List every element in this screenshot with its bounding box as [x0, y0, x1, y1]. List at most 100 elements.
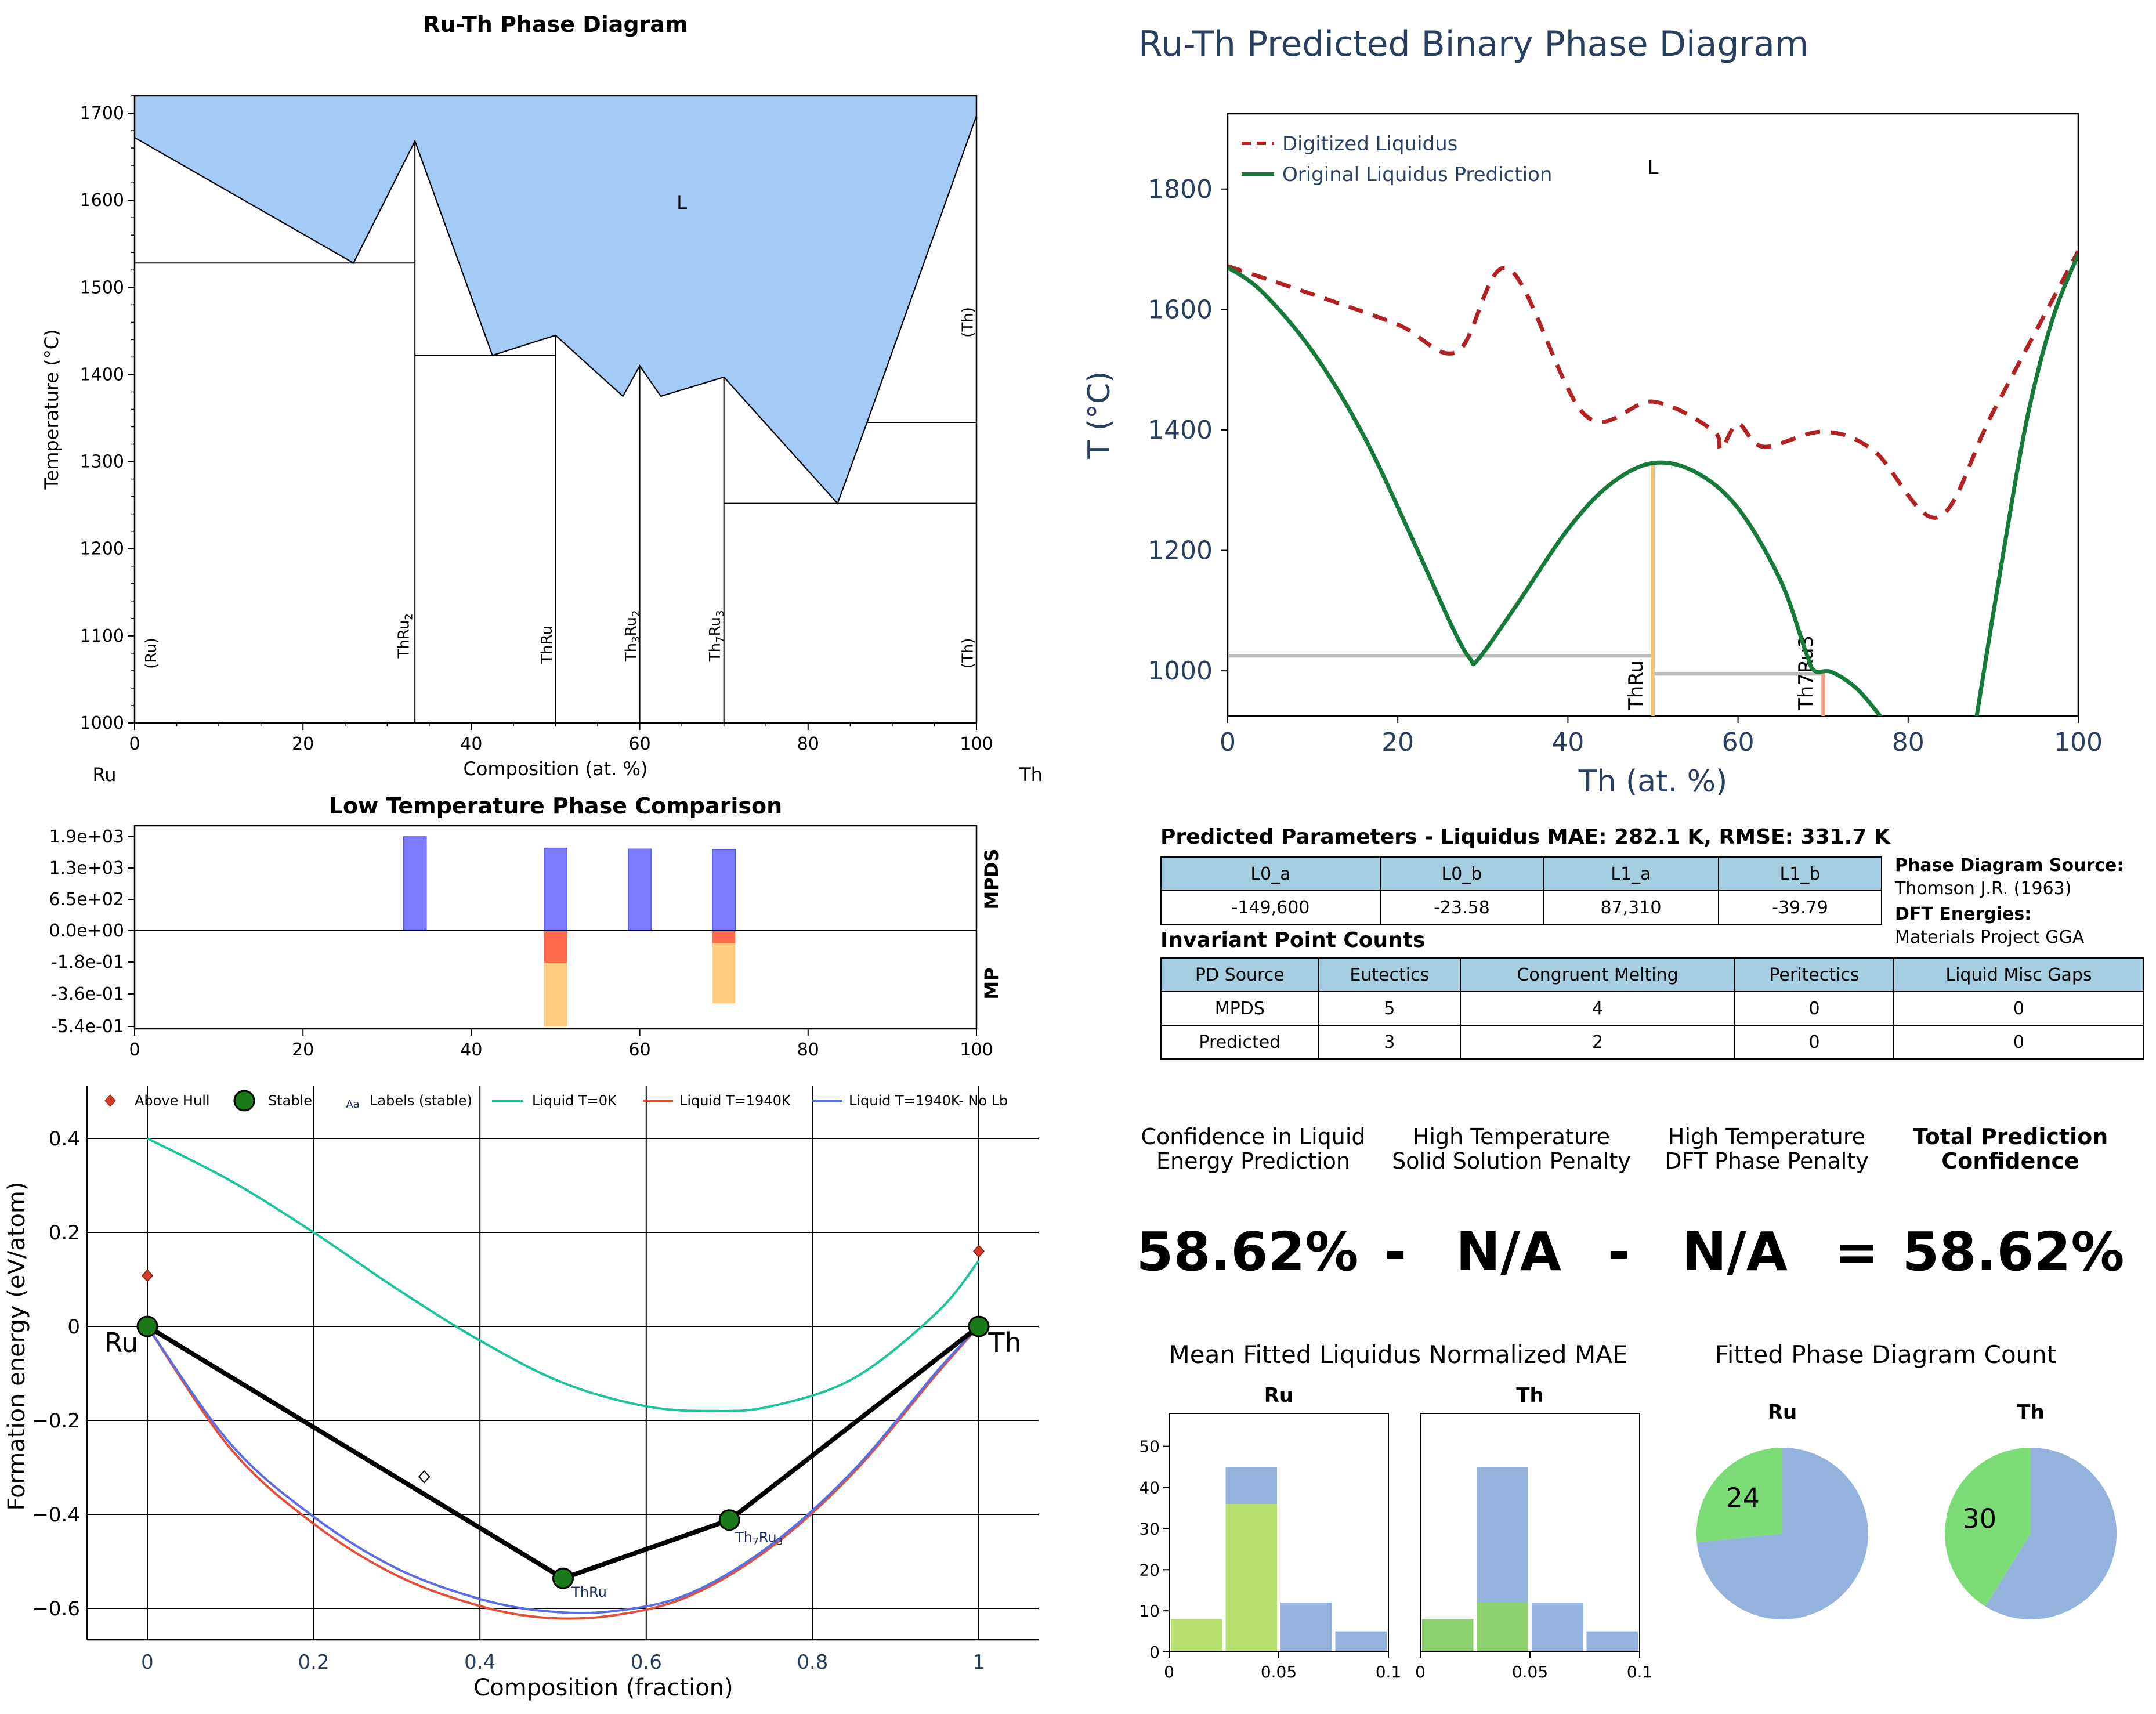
liquid-region	[135, 96, 976, 504]
x-tick-label: 80	[797, 734, 819, 754]
hist-bar-blue	[1586, 1631, 1638, 1652]
invariants-title: Invariant Point Counts	[1160, 928, 1426, 952]
phase-label: (Ru)	[143, 638, 160, 669]
x-tick-label: 40	[460, 734, 482, 754]
pd-source-value: Thomson J.R. (1963)	[1895, 878, 2072, 899]
confidence-op: -	[1607, 1221, 1630, 1283]
invariants-cell: Predicted	[1160, 1025, 1319, 1060]
x-tick-label: 0.6	[631, 1651, 662, 1674]
invariants-header: Eutectics	[1318, 957, 1461, 992]
hist-bar-blue	[1280, 1602, 1332, 1652]
legend-above-hull-label: Above Hull	[135, 1093, 210, 1109]
formation-ylabel: Formation energy (eV/atom)	[3, 1182, 30, 1511]
mp-bar-red	[712, 931, 736, 943]
confidence-label-total: Total Prediction Confidence	[1912, 1124, 2108, 1174]
y-tick-label: 1.3e+03	[49, 858, 124, 878]
x-tick-label: 0	[1415, 1662, 1426, 1682]
row-label-mpds: MPDS	[981, 849, 1003, 910]
confidence-label-solid-solution: High Temperature Solid Solution Penalty	[1392, 1124, 1631, 1174]
y-tick-label: -5.4e-01	[51, 1017, 124, 1037]
phase-label: Th7Ru3	[707, 610, 726, 663]
pie-slice-green	[1945, 1448, 2031, 1607]
y-tick-label: 0	[1149, 1643, 1160, 1662]
hist-frame	[1420, 1413, 1640, 1652]
x-tick-label: 20	[292, 734, 314, 754]
y-tick-label: 1600	[80, 190, 124, 211]
legend-stable-marker	[233, 1090, 255, 1112]
phase-diagram-ylabel: Temperature (°C)	[41, 329, 63, 490]
phase-label: Th3Ru2	[623, 610, 642, 663]
phase-label: (Th)	[959, 638, 976, 669]
hist-frame	[1169, 1413, 1389, 1652]
x-tick-label: 1	[972, 1651, 985, 1674]
mpds-bar	[628, 848, 652, 931]
confidence-value-solid-solution: N/A	[1456, 1221, 1561, 1283]
invariants-cell: 2	[1459, 1025, 1736, 1060]
params-value: -39.79	[1717, 890, 1883, 925]
y-tick-label: 1000	[1148, 656, 1213, 686]
pie-label: 30	[1963, 1503, 1997, 1535]
confidence-op: =	[1834, 1221, 1879, 1283]
confidence-value-dft-phase: N/A	[1682, 1221, 1788, 1283]
y-tick-label: 0.4	[49, 1127, 80, 1151]
y-tick-label: 1200	[1148, 536, 1213, 566]
hist-bar-green	[1225, 1503, 1277, 1652]
y-tick-label: 1.9e+03	[49, 827, 124, 847]
invariants-header: Peritectics	[1734, 957, 1894, 992]
liquidus-line	[134, 115, 978, 505]
y-tick-label: 50	[1139, 1437, 1160, 1456]
pd-source-label: Phase Diagram Source:	[1895, 855, 2124, 876]
x-tick-label: 60	[629, 734, 651, 754]
predicted-xlabel: Th (at. %)	[1578, 764, 1728, 799]
stable-label-thru: ThRu	[571, 1584, 607, 1600]
liquid-label: L	[1648, 156, 1659, 179]
mae-section-title: Mean Fitted Liquidus Normalized MAE	[1169, 1340, 1628, 1369]
invariants-header: PD Source	[1160, 957, 1319, 992]
params-table: L0_a L0_b L1_a L1_b -149,600 -23.58 87,3…	[1160, 856, 1883, 925]
params-header: L0_a	[1160, 856, 1381, 891]
x-tick-label: 80	[1892, 728, 1925, 757]
invariants-cell: MPDS	[1160, 991, 1319, 1026]
phase-diagram-title: Ru-Th Phase Diagram	[423, 12, 688, 37]
confidence-label-dft-phase: High Temperature DFT Phase Penalty	[1665, 1124, 1869, 1174]
y-tick-label: 0	[67, 1315, 80, 1339]
y-tick-label: 1600	[1148, 295, 1213, 324]
legend-dig-label: Digitized Liquidus	[1282, 132, 1457, 156]
stable-marker	[718, 1509, 740, 1531]
params-title: Predicted Parameters - Liquidus MAE: 282…	[1160, 825, 1890, 849]
x-tick-label: 60	[629, 1040, 651, 1060]
stable-marker	[552, 1567, 574, 1589]
invariants-cell: 0	[1893, 991, 2145, 1026]
hist-title: Ru	[1264, 1384, 1293, 1407]
invariants-header: Congruent Melting	[1459, 957, 1736, 992]
legend-liq0-label: Liquid T=0K	[532, 1093, 617, 1109]
end-label-th: Th	[1019, 764, 1043, 786]
x-tick-label: 0.05	[1261, 1662, 1297, 1682]
predicted-ylabel: T (°C)	[1082, 371, 1117, 459]
x-tick-label: 20	[1381, 728, 1414, 757]
y-tick-label: −0.2	[32, 1409, 80, 1433]
pie-label: 24	[1726, 1482, 1760, 1514]
params-value: -23.58	[1379, 890, 1544, 925]
formation-xlabel: Composition (fraction)	[473, 1675, 733, 1701]
mpds-bar	[403, 836, 427, 931]
y-tick-label: 1500	[80, 277, 124, 298]
unstable-marker	[418, 1470, 431, 1484]
y-tick-label: 6.5e+02	[49, 889, 124, 910]
pie-title: Th	[2017, 1401, 2044, 1424]
above-hull-marker	[972, 1245, 985, 1258]
confidence-value-liquid: 58.62%	[1136, 1221, 1359, 1283]
y-tick-label: 1200	[80, 539, 124, 559]
liquid-0k-curve	[147, 1137, 980, 1412]
hist-bar-green	[1477, 1602, 1528, 1652]
phase-label: ThRu2	[395, 613, 415, 659]
x-tick-label: 0	[1220, 728, 1236, 757]
convex-hull	[146, 1324, 981, 1581]
y-tick-label: 0.0e+00	[49, 921, 124, 941]
invariants-header: Liquid Misc Gaps	[1893, 957, 2145, 992]
x-tick-label: 0.05	[1512, 1662, 1548, 1682]
mp-bar-red	[544, 931, 567, 963]
y-tick-label: 1400	[1148, 415, 1213, 445]
hist-bar-blue	[1335, 1631, 1387, 1652]
